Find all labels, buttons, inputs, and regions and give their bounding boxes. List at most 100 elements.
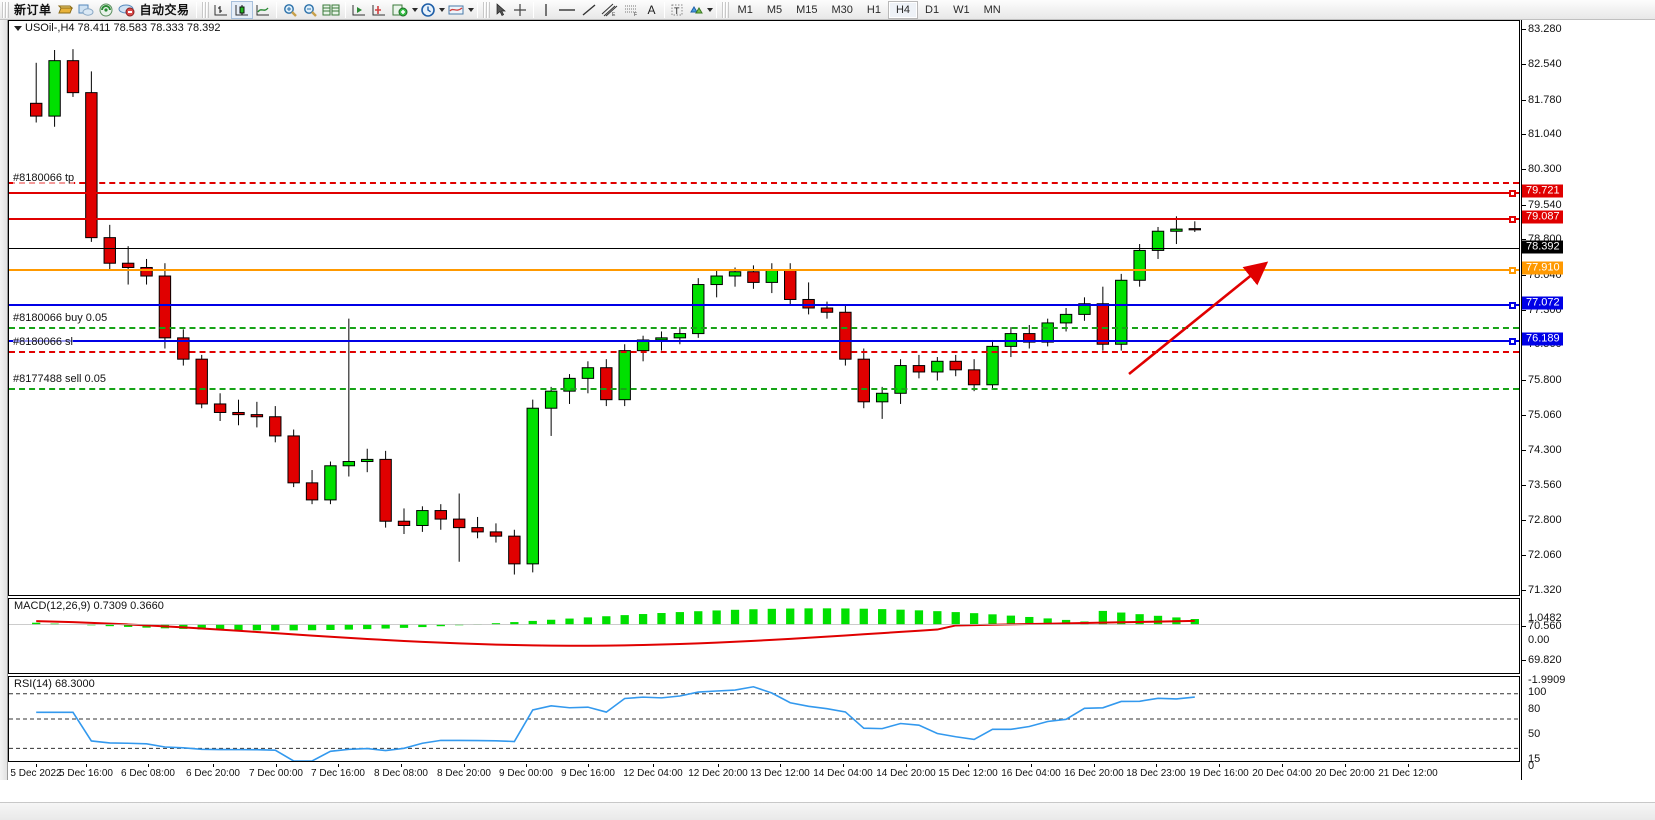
time-tick [86,764,87,767]
collapse-triangle-icon[interactable] [14,25,22,31]
equidistant-channel-icon[interactable]: E [599,1,621,19]
shapes-icon[interactable] [686,1,706,19]
time-tick [1408,764,1409,767]
chart-area[interactable]: USOil-,H4 78.411 78.583 78.333 78.392 #8… [0,20,1655,800]
templates-dropdown-caret[interactable] [467,7,474,12]
line-chart-icon[interactable] [253,1,273,19]
toolbar-grip-3[interactable] [482,1,490,18]
timeframe-m30[interactable]: M30 [831,3,853,16]
time-tick [526,764,527,767]
price-tick [1522,169,1526,170]
templates-icon[interactable] [445,1,467,19]
period-dropdown-caret[interactable] [438,7,445,12]
signal-icon[interactable] [96,1,116,19]
price-tick [1522,626,1526,627]
trade-label: #8180066 buy 0.05 [13,312,108,324]
trend-line-icon[interactable] [579,1,599,19]
bar-chart-icon[interactable] [211,1,231,19]
auto-trading-button[interactable]: 自动交易 [139,3,190,17]
toolbar-separator-7 [715,1,717,18]
price-tick-label: 71.320 [1528,584,1562,596]
time-tick-label: 13 Dec 12:00 [750,768,810,779]
trade-label: #8180066 tp [13,172,75,184]
time-tick [401,764,402,767]
timeframe-m1[interactable]: M1 [737,3,753,16]
indicator-tick-label: 1.0482 [1528,612,1562,624]
text-label-icon[interactable]: T [668,1,686,19]
macd-pane[interactable]: MACD(12,26,9) 0.7309 0.3660 [8,598,1520,674]
time-tick-label: 16 Dec 20:00 [1064,768,1124,779]
vertical-line-icon[interactable] [537,1,555,19]
price-tick [1522,205,1526,206]
add-indicator-icon[interactable] [389,1,411,19]
zoom-in-icon[interactable] [280,1,300,19]
timeframe-h4[interactable]: H4 [887,0,919,19]
price-tick [1522,590,1526,591]
cloud-icon[interactable] [75,1,96,19]
toolbar-separator-6 [663,1,665,18]
toolbar-separator-2 [275,1,277,18]
zoom-out-icon[interactable] [300,1,320,19]
indicator-dropdown-caret[interactable] [411,7,418,12]
new-order-button[interactable]: 新订单 [14,3,52,17]
rsi-label: RSI(14) 68.3000 [13,678,96,690]
timeframe-group: M1 M5 M15 M30 H1 H4 D1 W1 MN [731,0,1008,19]
time-tick [1156,764,1157,767]
svg-text:E: E [612,12,616,17]
price-chip-blu[interactable]: 77.072 [1522,296,1563,310]
toolbar-grip[interactable] [2,1,9,18]
timeframe-m15[interactable]: M15 [796,3,818,16]
time-tick-label: 9 Dec 16:00 [561,768,615,779]
timeframe-w1[interactable]: W1 [953,3,970,16]
expert-advisor-icon[interactable] [116,1,137,19]
gold-bar-icon[interactable] [55,1,75,19]
time-tick-label: 8 Dec 08:00 [374,768,428,779]
price-tick [1522,100,1526,101]
timeframe-d1[interactable]: D1 [925,3,940,16]
price-axis[interactable]: 83.280 82.540 81.780 81.040 80.300 79.540 78.8… [1521,20,1655,780]
timeframe-m5[interactable]: M5 [766,3,783,16]
price-chip-blk[interactable]: 78.392 [1522,240,1563,254]
candlestick-chart-icon[interactable] [230,0,253,19]
text-A-icon[interactable]: A [647,2,656,17]
time-tick-label: 14 Dec 04:00 [813,768,873,779]
time-axis[interactable]: 5 Dec 2022 5 Dec 16:00 6 Dec 08:00 6 Dec 20… [8,764,1521,786]
timeframe-h1[interactable]: H1 [866,3,881,16]
crosshair-icon[interactable] [510,1,530,19]
indicator-tick-label: 0.00 [1528,634,1550,646]
price-chip-blu[interactable]: 76.189 [1522,332,1563,346]
time-tick-label: 5 Dec 2022 [10,768,62,779]
auto-scroll-icon[interactable] [369,1,389,19]
price-chip-ora[interactable]: 77.910 [1522,261,1563,275]
time-tick-label: 18 Dec 23:00 [1126,768,1186,779]
period-clock-icon[interactable] [418,1,438,19]
price-tick [1522,450,1526,451]
price-chip-red[interactable]: 79.087 [1522,210,1563,224]
time-tick [1345,764,1346,767]
horizontal-line-icon[interactable] [555,1,579,19]
time-tick [780,764,781,767]
time-tick [906,764,907,767]
price-chip-red[interactable]: 79.721 [1522,184,1563,198]
toolbar-separator-3 [344,1,346,18]
fibonacci-icon[interactable]: F [621,1,643,19]
toolbar-grip-4[interactable] [721,1,729,18]
chart-shift-icon[interactable] [349,1,369,19]
price-tick-label: 82.540 [1528,58,1562,70]
shapes-dropdown-caret[interactable] [706,7,713,12]
time-tick [1094,764,1095,767]
time-tick-label: 12 Dec 20:00 [688,768,748,779]
price-tick-label: 74.300 [1528,444,1562,456]
price-tick [1522,29,1526,30]
rsi-pane[interactable]: RSI(14) 68.3000 [8,676,1520,762]
price-tick [1522,275,1526,276]
time-tick-label: 5 Dec 16:00 [59,768,113,779]
indicator-tick-label: -1.9909 [1528,674,1566,686]
toolbar-separator-5 [532,1,534,18]
toolbar-grip-2[interactable] [201,1,209,18]
timeframe-mn[interactable]: MN [983,3,1001,16]
time-tick-label: 20 Dec 04:00 [1252,768,1312,779]
cursor-icon[interactable] [492,1,510,19]
price-pane[interactable]: USOil-,H4 78.411 78.583 78.333 78.392 #8… [8,20,1520,596]
data-window-icon[interactable] [320,1,342,19]
